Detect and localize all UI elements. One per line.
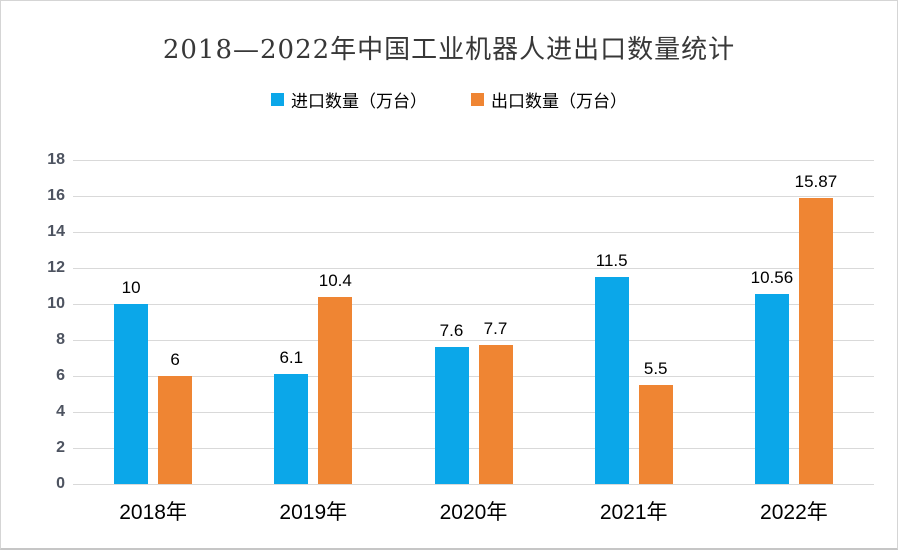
- y-axis-label: 16: [47, 187, 65, 204]
- legend-item-export: 出口数量（万台）: [471, 87, 627, 112]
- bar-export-2020年: [478, 345, 513, 484]
- gridline: [73, 447, 874, 449]
- x-axis-label-2020年: 2020年: [439, 501, 508, 524]
- gridline: [73, 159, 874, 161]
- legend: 进口数量（万台） 出口数量（万台）: [1, 87, 897, 112]
- bar-import-2021年: [594, 277, 629, 484]
- gridline: [73, 411, 874, 413]
- x-axis-label-2019年: 2019年: [279, 501, 348, 524]
- x-axis-label-2021年: 2021年: [599, 501, 668, 524]
- data-label-export-2020年: 7.7: [483, 319, 508, 339]
- y-axis-label: 12: [47, 259, 65, 276]
- bar-import-2022年: [754, 293, 789, 484]
- y-axis-label: 18: [47, 151, 65, 168]
- gridline: [73, 375, 874, 377]
- bar-export-2019年: [318, 296, 353, 484]
- gridline: [73, 483, 874, 485]
- gridline: [73, 267, 874, 269]
- export-series-swatch-icon: [471, 93, 484, 106]
- data-label-import-2022年: 10.56: [750, 267, 794, 287]
- data-label-import-2020年: 7.6: [439, 321, 464, 341]
- data-label-export-2021年: 5.5: [643, 359, 668, 378]
- gridline: [73, 303, 874, 305]
- plot-area: 0 2 4 6 8 10 12 14 16 18 10 6 2018年 6.1 10.4 2019年 7.6 7.…: [47, 151, 874, 524]
- bar-import-2018年: [114, 304, 149, 484]
- y-axis-label: 8: [56, 331, 65, 348]
- data-label-export-2018年: 6: [170, 350, 180, 369]
- x-axis-label-2022年: 2022年: [760, 501, 828, 524]
- data-label-export-2019年: 10.4: [318, 270, 352, 290]
- x-axis-label-2018年: 2018年: [119, 501, 187, 524]
- y-axis-label: 0: [56, 475, 65, 492]
- y-axis-label: 10: [47, 295, 65, 312]
- legend-item-import: 进口数量（万台）: [271, 87, 427, 112]
- bar-export-2021年: [638, 385, 673, 484]
- data-label-import-2018年: 10: [121, 278, 141, 297]
- bar-import-2020年: [434, 347, 469, 484]
- legend-label-import: 进口数量（万台）: [291, 92, 427, 111]
- data-label-export-2022年: 15.87: [794, 172, 838, 192]
- gridline: [73, 339, 874, 341]
- data-label-import-2019年: 6.1: [279, 348, 304, 368]
- bar-export-2022年: [798, 198, 833, 484]
- legend-label-export: 出口数量（万台）: [491, 92, 627, 111]
- bar-export-2018年: [158, 376, 193, 484]
- gridline: [73, 231, 874, 233]
- y-axis-label: 2: [56, 439, 65, 456]
- y-axis-label: 4: [56, 403, 65, 420]
- gridline: [73, 195, 874, 197]
- y-axis-label: 6: [56, 367, 65, 384]
- bar-import-2019年: [274, 374, 309, 484]
- y-axis-label: 14: [47, 223, 65, 240]
- chart-title: 2018—2022年中国工业机器人进出口数量统计: [162, 35, 736, 65]
- data-label-import-2021年: 11.5: [595, 251, 628, 270]
- import-series-swatch-icon: [271, 93, 284, 106]
